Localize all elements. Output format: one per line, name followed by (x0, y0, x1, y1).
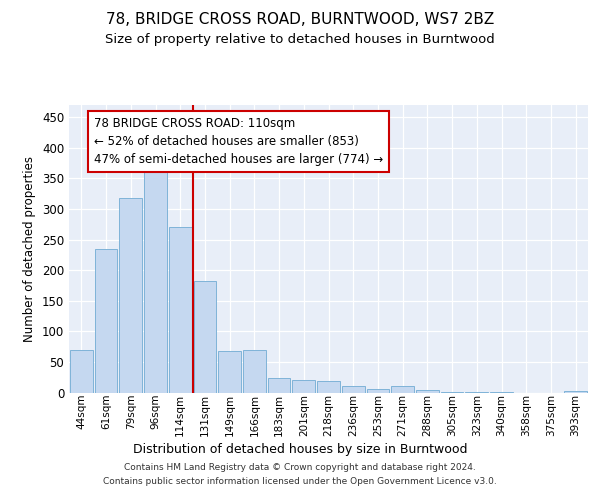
Bar (243, 350, 266, 393)
Text: Contains public sector information licensed under the Open Government Licence v3: Contains public sector information licen… (103, 477, 497, 486)
Bar (391, 386, 414, 392)
Text: Contains HM Land Registry data © Crown copyright and database right 2024.: Contains HM Land Registry data © Crown c… (124, 464, 476, 472)
Y-axis label: Number of detached properties: Number of detached properties (23, 156, 37, 342)
Bar (169, 228, 191, 392)
Bar (416, 390, 439, 392)
Text: 78 BRIDGE CROSS ROAD: 110sqm
← 52% of detached houses are smaller (853)
47% of s: 78 BRIDGE CROSS ROAD: 110sqm ← 52% of de… (94, 117, 383, 166)
Bar (95, 249, 118, 392)
Bar (119, 198, 142, 392)
Text: Size of property relative to detached houses in Burntwood: Size of property relative to detached ho… (105, 32, 495, 46)
Bar (194, 281, 216, 392)
Bar (342, 386, 365, 392)
Text: 78, BRIDGE CROSS ROAD, BURNTWOOD, WS7 2BZ: 78, BRIDGE CROSS ROAD, BURNTWOOD, WS7 2B… (106, 12, 494, 28)
Bar (144, 166, 167, 392)
Bar (70, 350, 93, 393)
Bar (367, 390, 389, 392)
Bar (564, 390, 587, 392)
Bar (268, 378, 290, 392)
Bar (218, 351, 241, 393)
Bar (292, 380, 315, 392)
Bar (317, 382, 340, 392)
Text: Distribution of detached houses by size in Burntwood: Distribution of detached houses by size … (133, 442, 467, 456)
